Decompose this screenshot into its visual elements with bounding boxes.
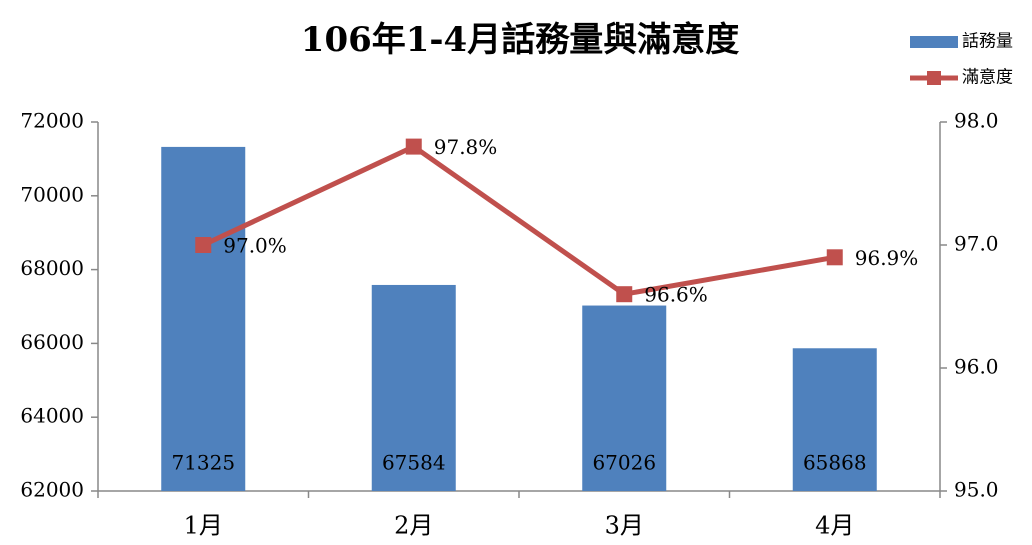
y-tick-label: 64000: [20, 404, 84, 428]
x-tick-label: 2月: [394, 512, 433, 540]
chart-title: 106年1-4月話務量與滿意度: [301, 20, 739, 60]
y-tick-label: 72000: [20, 109, 84, 133]
line-marker: [826, 249, 843, 266]
bar: [582, 305, 667, 491]
x-tick-label: 1月: [184, 512, 223, 540]
legend-label: 滿意度: [962, 68, 1013, 88]
y2-tick-label: 95.0: [954, 478, 999, 502]
bar-value-label: 67026: [592, 451, 656, 475]
x-tick-label: 3月: [605, 512, 644, 540]
y2-tick-label: 97.0: [954, 232, 999, 256]
y-tick-label: 62000: [20, 478, 84, 502]
legend-label: 話務量: [962, 32, 1013, 52]
bar-value-label: 67584: [382, 451, 446, 475]
y-tick-label: 68000: [20, 256, 84, 280]
legend-swatch: [910, 36, 958, 48]
line-value-label: 96.6%: [644, 283, 708, 307]
bar-value-label: 65868: [803, 451, 867, 475]
y2-tick-label: 96.0: [954, 355, 999, 379]
line: [202, 143, 836, 297]
bar-value-label: 71325: [171, 451, 235, 475]
line-value-label: 97.8%: [434, 135, 498, 159]
line-value-label: 97.0%: [223, 234, 287, 258]
line-marker: [616, 286, 633, 303]
line-marker: [405, 138, 422, 155]
bar: [371, 284, 456, 491]
y-tick-label: 66000: [20, 330, 84, 354]
bar: [161, 146, 246, 491]
x-tick-label: 4月: [815, 512, 854, 540]
bar: [792, 348, 877, 491]
legend-swatch: [927, 71, 941, 85]
y2-tick-label: 98.0: [954, 109, 999, 133]
y-tick-label: 70000: [20, 182, 84, 206]
line-value-label: 96.9%: [855, 246, 919, 270]
line-marker: [195, 237, 212, 253]
